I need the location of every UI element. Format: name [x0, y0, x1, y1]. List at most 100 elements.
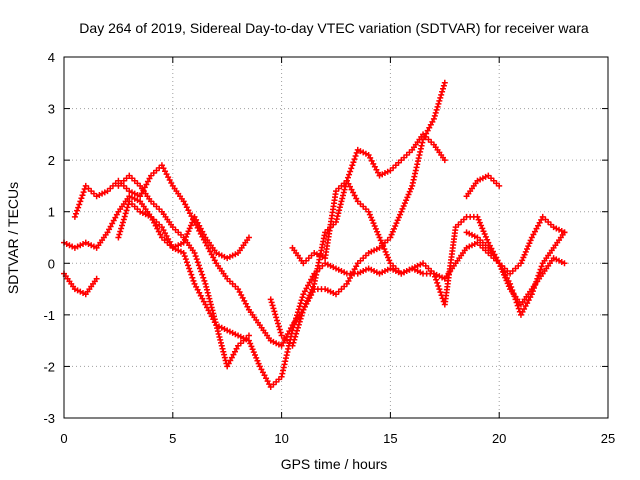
interp-marker	[275, 323, 282, 330]
y-tick-label: 4	[48, 50, 55, 65]
interp-marker	[271, 308, 278, 315]
data-point-marker	[376, 234, 383, 241]
interp-marker	[395, 214, 402, 221]
interp-marker	[190, 277, 197, 284]
interp-marker	[348, 165, 355, 172]
interp-marker	[532, 281, 539, 288]
interp-marker	[478, 222, 485, 229]
axis-ticks	[63, 56, 609, 419]
interp-marker	[207, 298, 214, 305]
interp-marker	[247, 340, 254, 347]
interp-marker	[484, 236, 491, 243]
interp-marker	[181, 253, 188, 260]
interp-marker	[272, 311, 279, 318]
interp-marker	[377, 237, 384, 244]
interp-marker	[525, 243, 532, 250]
interp-marker	[212, 319, 219, 326]
data-point-marker	[496, 182, 503, 189]
interp-marker	[344, 174, 351, 181]
interp-marker	[435, 100, 442, 107]
data-point-marker	[528, 291, 535, 298]
interp-marker	[434, 279, 441, 286]
interp-marker	[340, 189, 347, 196]
interp-marker	[217, 339, 224, 346]
data-point-marker	[441, 157, 448, 164]
interp-marker	[482, 233, 489, 240]
interp-marker	[434, 103, 441, 110]
interp-marker	[291, 336, 298, 343]
data-point-marker	[245, 332, 252, 339]
interp-marker	[294, 324, 301, 331]
interp-marker	[349, 162, 356, 169]
interp-marker	[524, 245, 531, 252]
interp-marker	[481, 231, 488, 238]
interp-marker	[201, 277, 208, 284]
interp-marker	[509, 287, 516, 294]
x-tick-label: 15	[383, 431, 397, 446]
interp-marker	[76, 201, 83, 208]
interp-marker	[254, 357, 261, 364]
interp-marker	[255, 360, 262, 367]
interp-marker	[386, 257, 393, 264]
data-point-marker	[93, 275, 100, 282]
interp-marker	[294, 327, 301, 334]
interp-marker	[350, 159, 357, 166]
interp-marker	[529, 288, 536, 295]
interp-marker	[383, 251, 390, 258]
y-tick-label: -2	[43, 359, 55, 374]
y-tick-label: 3	[48, 102, 55, 117]
interp-marker	[531, 285, 538, 292]
interp-marker	[72, 210, 79, 217]
series-curve-d	[115, 177, 568, 308]
interp-marker	[368, 214, 375, 221]
interp-marker	[117, 228, 124, 235]
interp-marker	[277, 329, 284, 336]
interp-marker	[119, 219, 126, 226]
interp-marker	[371, 223, 378, 230]
interp-marker	[203, 286, 210, 293]
interp-marker	[436, 97, 443, 104]
interp-marker	[123, 207, 130, 214]
interp-marker	[77, 198, 84, 205]
interp-marker	[336, 204, 343, 211]
interp-marker	[200, 274, 207, 281]
interp-marker	[535, 272, 542, 279]
interp-marker	[432, 273, 439, 280]
interp-marker	[370, 220, 377, 227]
interp-marker	[513, 299, 520, 306]
interp-marker	[403, 197, 410, 204]
interp-marker	[399, 205, 406, 212]
interp-marker	[511, 293, 518, 300]
interp-marker	[186, 225, 193, 232]
interp-marker	[431, 112, 438, 119]
interp-marker	[366, 211, 373, 218]
interp-marker	[508, 284, 515, 291]
interp-marker	[351, 156, 358, 163]
interp-marker	[437, 94, 444, 101]
data-point-marker	[507, 280, 514, 287]
interp-marker	[122, 210, 129, 217]
interp-marker	[198, 268, 205, 275]
interp-marker	[253, 354, 260, 361]
interp-marker	[186, 265, 193, 272]
data-point-marker	[474, 213, 481, 220]
interp-marker	[296, 318, 303, 325]
interp-marker	[336, 207, 343, 214]
interp-marker	[192, 253, 199, 260]
interp-marker	[75, 204, 82, 211]
data-point-marker	[180, 249, 187, 256]
interp-marker	[187, 268, 194, 275]
interp-marker	[437, 289, 444, 296]
interp-marker	[252, 351, 259, 358]
interp-marker	[432, 109, 439, 116]
interp-marker	[181, 236, 188, 243]
x-tick-label: 5	[169, 431, 176, 446]
interp-marker	[118, 225, 125, 232]
y-axis-title: SDTVAR / TECUs	[5, 182, 21, 294]
interp-marker	[211, 316, 218, 323]
interp-marker	[433, 106, 440, 113]
interp-marker	[205, 292, 212, 299]
data-point-marker	[289, 342, 296, 349]
interp-marker	[440, 82, 447, 89]
x-tick-labels: 0 5 10 15 20 25	[60, 431, 615, 446]
